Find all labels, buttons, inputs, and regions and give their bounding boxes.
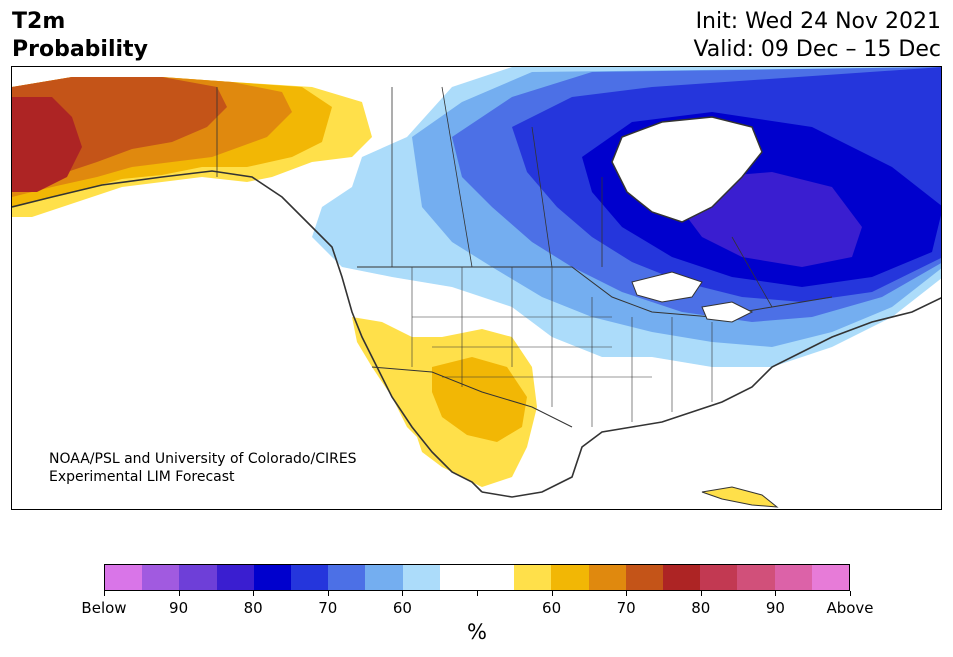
colorbar-swatch — [737, 565, 775, 590]
hudson-bay — [611, 116, 763, 223]
title-type: Probability — [12, 37, 148, 62]
colorbar-swatch — [179, 565, 217, 590]
colorbar-tick-label: 80 — [691, 599, 711, 617]
cuba — [701, 486, 779, 508]
map-canvas — [12, 67, 941, 508]
colorbar-tick — [626, 591, 628, 596]
title-variable: T2m — [12, 9, 66, 34]
colorbar-swatch — [439, 565, 478, 590]
colorbar-tick — [477, 591, 478, 596]
colorbar-tick-label: 60 — [392, 599, 412, 617]
colorbar-tick — [253, 591, 255, 596]
warm-southwest-core — [432, 357, 527, 442]
credit-text: NOAA/PSL and University of Colorado/CIRE… — [49, 450, 357, 486]
great-lakes — [631, 271, 754, 323]
colorbar-swatch — [142, 565, 180, 590]
colorbar-swatch — [514, 565, 552, 590]
colorbar-swatch — [291, 565, 329, 590]
init-date: Init: Wed 24 Nov 2021 — [695, 9, 941, 34]
colorbar-tick-label: 80 — [243, 599, 263, 617]
colorbar-tick — [700, 591, 702, 596]
valid-range: Valid: 09 Dec – 15 Dec — [693, 37, 941, 62]
map-title: T2m Probability — [12, 8, 148, 64]
colorbar-swatch — [811, 565, 850, 590]
colorbar — [104, 564, 850, 591]
colorbar-swatch — [105, 565, 143, 590]
colorbar-swatch — [700, 565, 738, 590]
colorbar-tick-label: 90 — [765, 599, 785, 617]
forecast-map — [11, 66, 942, 510]
colorbar-swatch — [477, 565, 515, 590]
colorbar-tick — [104, 591, 105, 596]
colorbar-tick — [850, 591, 851, 596]
colorbar-tick-label: 90 — [169, 599, 189, 617]
colorbar-swatch — [588, 565, 626, 590]
colorbar-swatch — [663, 565, 701, 590]
colorbar-swatch — [365, 565, 403, 590]
colorbar-tick-label: 70 — [318, 599, 338, 617]
colorbar-tick-label: Below — [81, 599, 127, 617]
colorbar-tick-label: Above — [826, 599, 874, 617]
colorbar-swatch — [328, 565, 366, 590]
alaska-red — [12, 97, 82, 192]
credit-line-2: Experimental LIM Forecast — [49, 469, 235, 485]
colorbar-swatch — [216, 565, 254, 590]
colorbar-tick — [551, 591, 553, 596]
us-mexico-border — [371, 366, 573, 428]
province-lines — [216, 86, 773, 308]
colorbar-swatch — [253, 565, 292, 590]
colorbar-swatch — [551, 565, 589, 590]
colorbar-tick — [327, 591, 329, 596]
colorbar-tick-label: 70 — [616, 599, 636, 617]
colorbar-tick — [775, 591, 777, 596]
colorbar-tick — [402, 591, 404, 596]
state-lines — [411, 267, 713, 427]
credit-line-1: NOAA/PSL and University of Colorado/CIRE… — [49, 451, 357, 467]
colorbar-swatch — [774, 565, 812, 590]
colorbar-unit: % — [467, 620, 487, 644]
colorbar-swatch — [402, 565, 440, 590]
colorbar-tick — [178, 591, 180, 596]
date-info: Init: Wed 24 Nov 2021 Valid: 09 Dec – 15… — [693, 8, 941, 64]
colorbar-swatch — [625, 565, 664, 590]
colorbar-tick-label: 60 — [542, 599, 562, 617]
coastline — [12, 170, 941, 498]
